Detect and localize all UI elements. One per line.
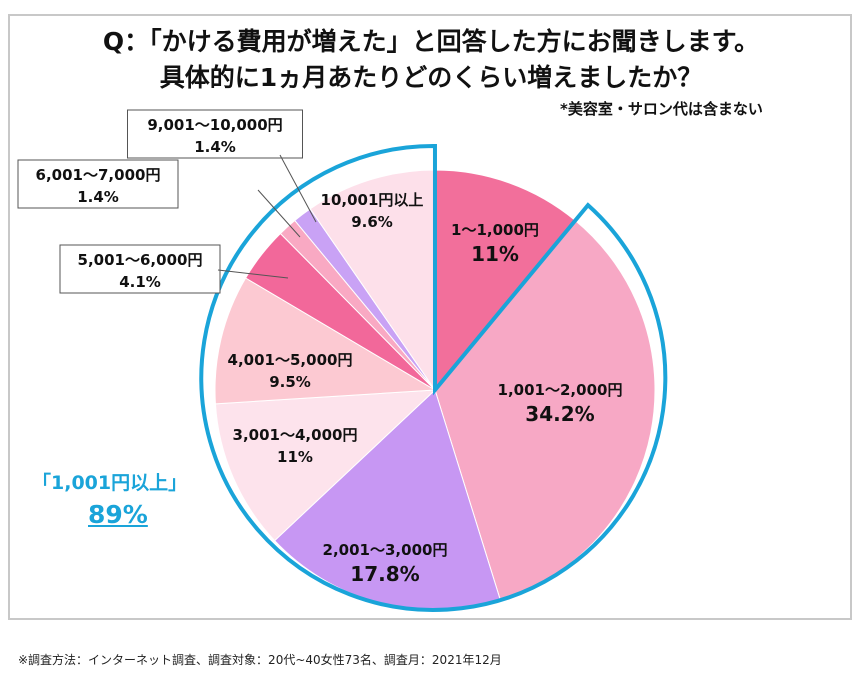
pie-slice <box>434 169 576 392</box>
slice-category-label: 5,001～6,000円 <box>78 251 203 269</box>
slice-category-label: 6,001～7,000円 <box>36 166 161 184</box>
slice-value-label: 17.8% <box>350 562 419 586</box>
chart-note: *美容室・サロン代は含まない <box>560 100 763 118</box>
slice-category-label: 1～1,000円 <box>451 221 539 239</box>
highlight-outline <box>199 143 668 612</box>
slice-value-label: 11% <box>277 448 313 466</box>
slice-value-label: 1.4% <box>194 138 236 156</box>
pie-slice <box>214 277 437 405</box>
callout-box <box>127 109 303 159</box>
chart-title-line1: Q：「かける費用が増えた」と回答した方にお聞きします。 <box>102 27 760 56</box>
callout-box <box>17 159 179 209</box>
callout-box <box>59 244 221 294</box>
slice-category-label: 10,001円以上 <box>321 191 424 209</box>
slice-category-label: 9,001～10,000円 <box>147 116 282 134</box>
slice-category-label: 4,001～5,000円 <box>228 351 353 369</box>
callout-leader <box>279 154 317 223</box>
callout-leader <box>257 189 301 238</box>
highlight-label: 「1,001円以上」 <box>32 472 188 494</box>
slice-value-label: 34.2% <box>525 402 594 426</box>
slice-category-label: 3,001～4,000円 <box>233 426 358 444</box>
slice-category-label: 2,001～3,000円 <box>323 541 448 559</box>
callout-leader <box>217 269 289 279</box>
slice-value-label: 9.5% <box>269 373 311 391</box>
pie-slice <box>309 169 436 392</box>
slice-value-label: 9.6% <box>351 213 393 231</box>
chart-title-line2: 具体的に1ヵ月あたりどのくらい増えましたか？ <box>159 63 703 92</box>
footer-note: ※調査方法：インターネット調査、調査対象：20代~40女性73名、調査月：202… <box>18 653 502 667</box>
slice-value-label: 11% <box>471 242 519 266</box>
slice-value-label: 4.1% <box>119 273 161 291</box>
pie-slice <box>214 389 437 542</box>
slice-category-label: 1,001～2,000円 <box>498 381 623 399</box>
slice-value-label: 1.4% <box>77 188 119 206</box>
chart-frame <box>8 14 852 620</box>
highlight-value: 89% <box>88 500 148 529</box>
